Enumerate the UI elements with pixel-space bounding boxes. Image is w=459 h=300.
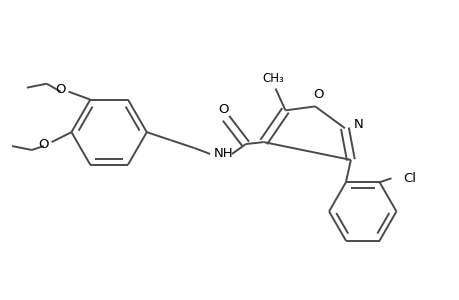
Text: NH: NH [214, 148, 233, 160]
Text: O: O [55, 83, 66, 96]
Text: O: O [39, 138, 49, 151]
Text: CH₃: CH₃ [262, 72, 284, 85]
Text: N: N [353, 118, 363, 131]
Text: O: O [218, 103, 228, 116]
Text: Cl: Cl [403, 172, 415, 185]
Text: O: O [312, 88, 323, 101]
